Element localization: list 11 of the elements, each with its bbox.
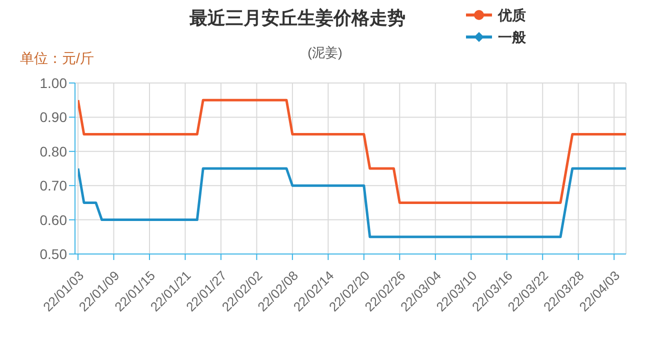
y-axis-title: 单位：元/斤 bbox=[20, 50, 94, 68]
y-tick-label: 1.00 bbox=[40, 74, 68, 91]
y-tick-label: 0.90 bbox=[40, 109, 68, 126]
y-tick-label: 0.80 bbox=[40, 143, 68, 160]
y-tick-label: 0.50 bbox=[40, 246, 68, 262]
legend-label: 优质 bbox=[498, 6, 526, 25]
legend-label: 一般 bbox=[498, 28, 526, 47]
y-tick-label: 0.60 bbox=[40, 212, 68, 228]
y-tick-label: 0.70 bbox=[40, 178, 68, 194]
chart-title: 最近三月安丘生姜价格走势 bbox=[190, 8, 406, 28]
chart-subtitle: (泥姜) bbox=[308, 45, 342, 60]
